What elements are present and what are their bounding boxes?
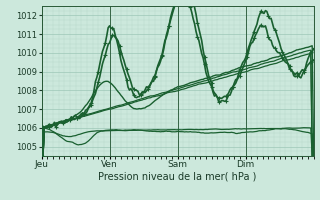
X-axis label: Pression niveau de la mer( hPa ): Pression niveau de la mer( hPa ) xyxy=(99,172,257,182)
